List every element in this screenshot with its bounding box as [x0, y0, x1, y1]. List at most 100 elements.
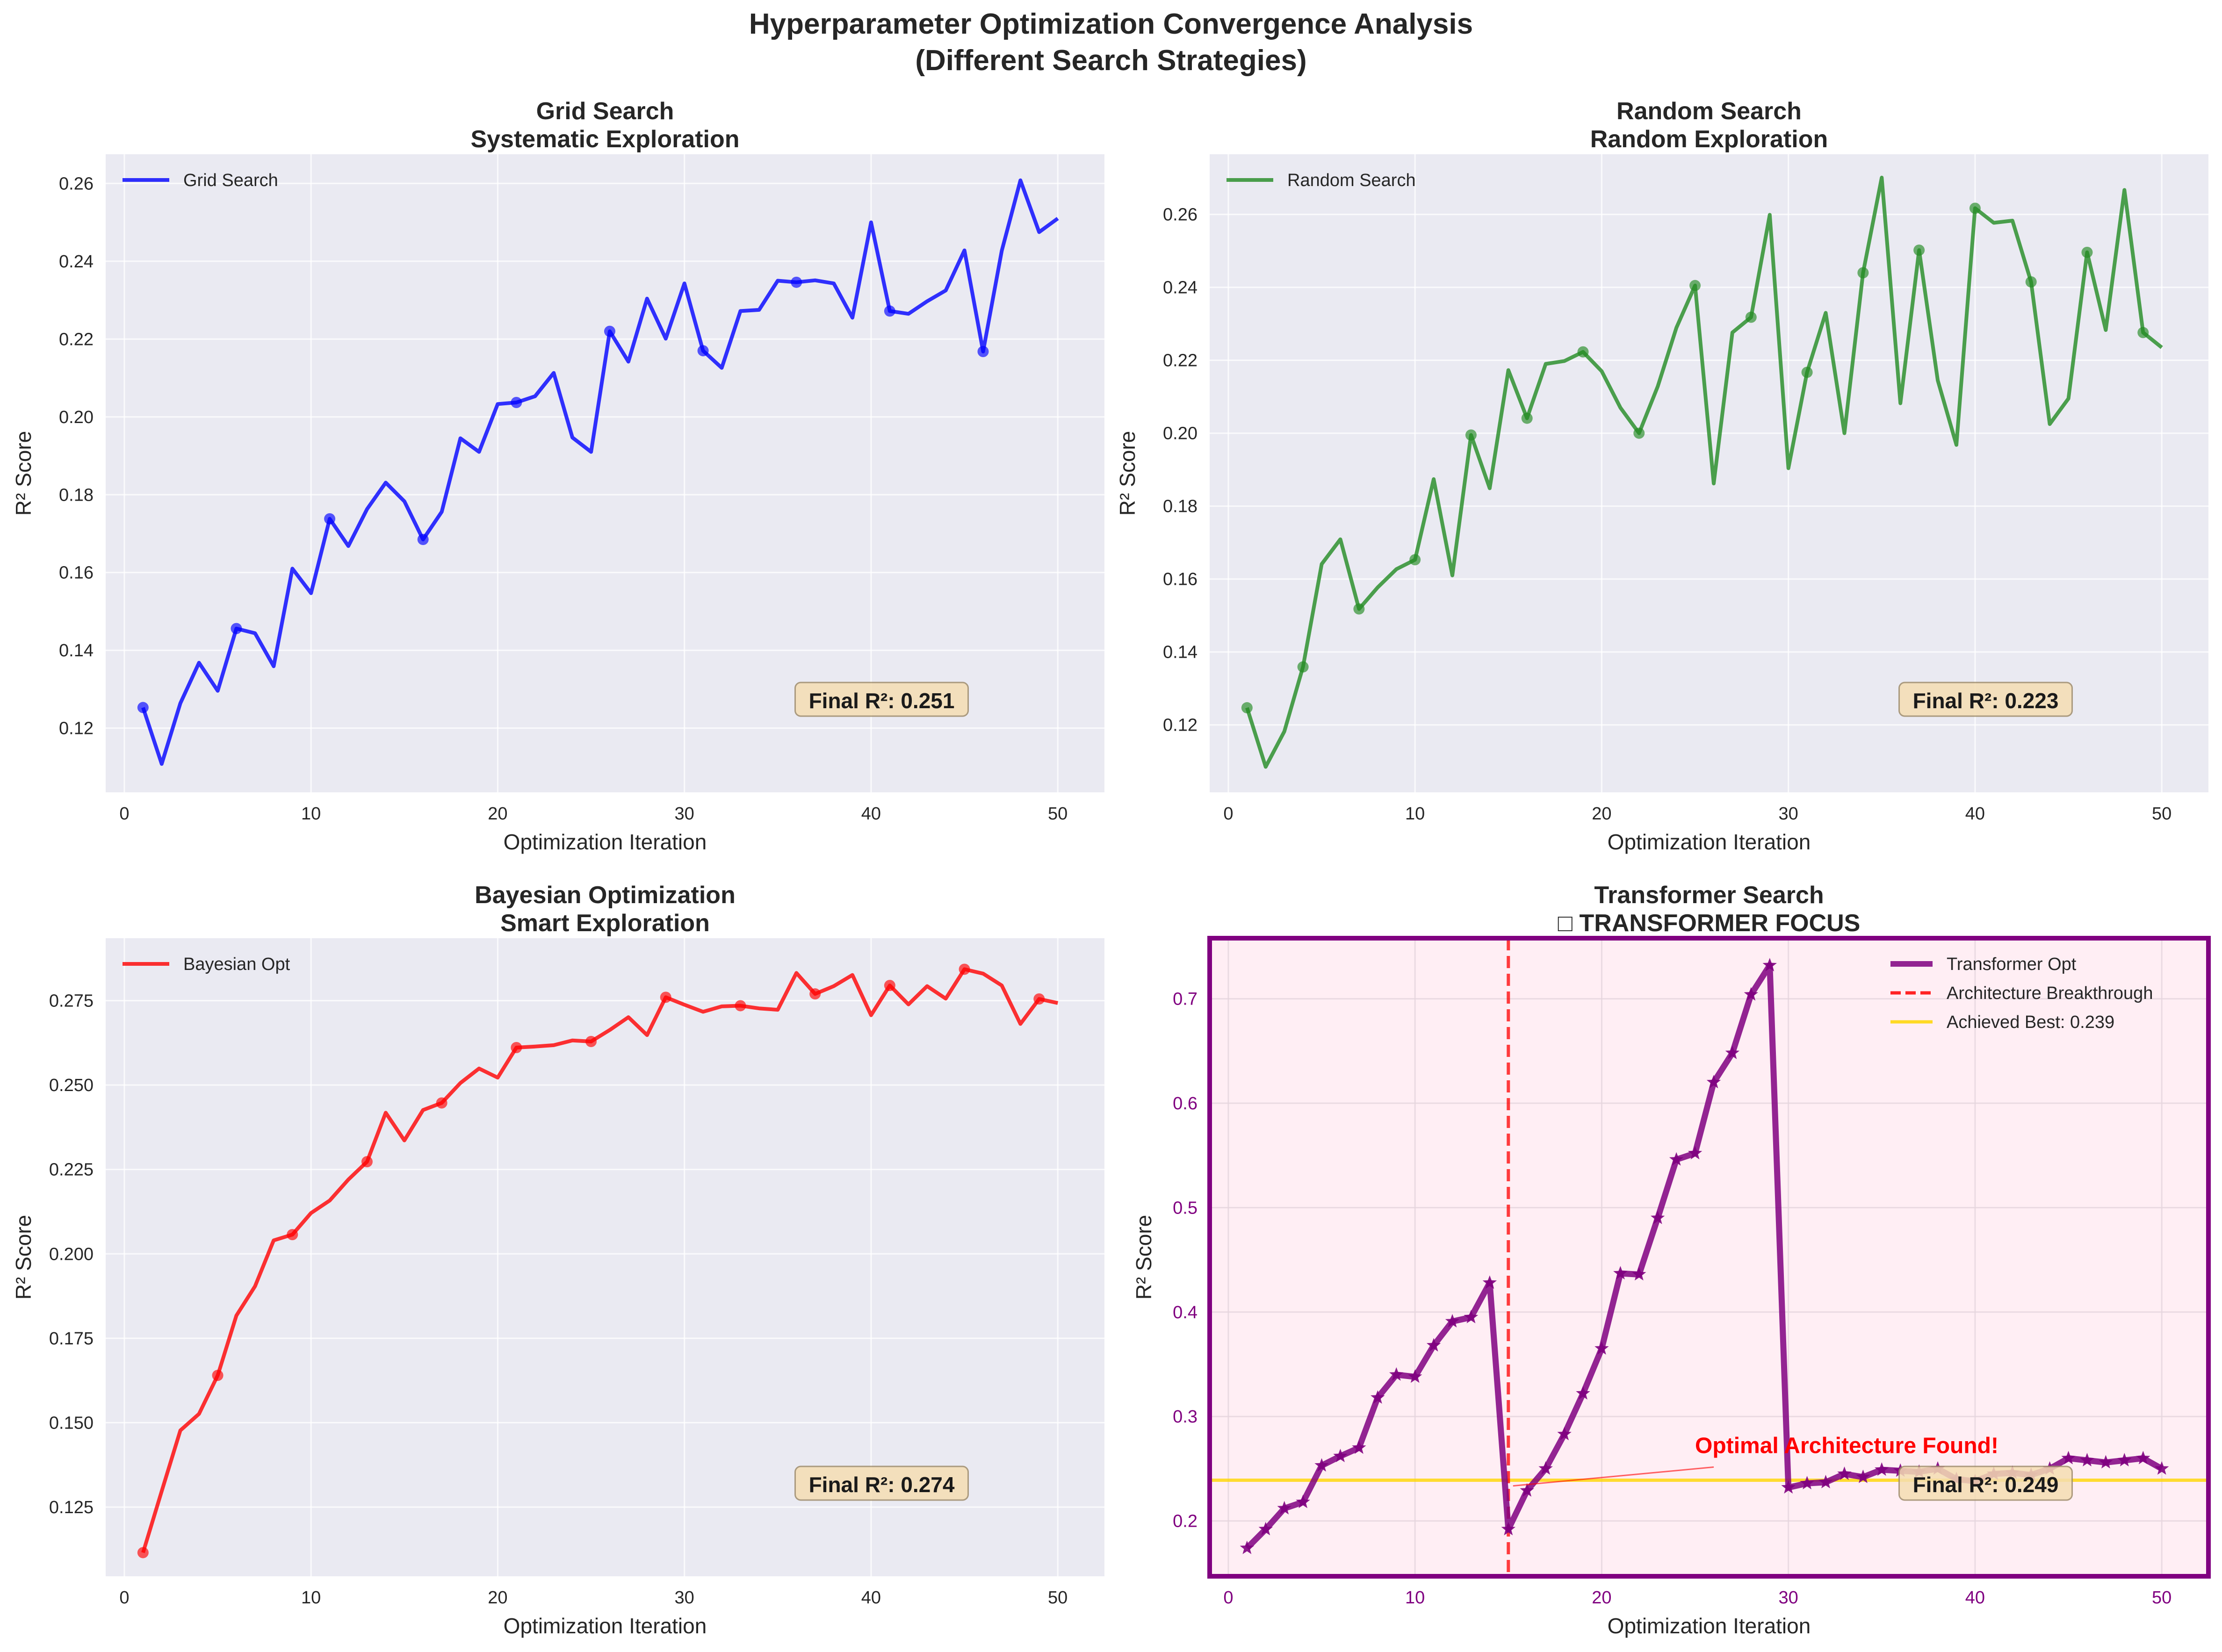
x-axis-label: Optimization Iteration — [1608, 830, 1811, 854]
data-point — [2081, 246, 2093, 258]
legend-label: Grid Search — [183, 171, 278, 190]
data-point — [1594, 1341, 1609, 1355]
data-point — [585, 1036, 597, 1047]
data-point — [1801, 366, 1813, 378]
data-point — [1875, 1462, 1889, 1476]
legend-label: Achieved Best: 0.239 — [1947, 1013, 2114, 1032]
y-tick-label: 0.4 — [1173, 1303, 1198, 1322]
x-tick-label: 10 — [1405, 804, 1425, 824]
x-tick-label: 30 — [1779, 1588, 1798, 1608]
data-point — [1314, 1458, 1329, 1472]
data-point — [1613, 1266, 1628, 1280]
data-point — [1633, 427, 1645, 439]
y-tick-label: 0.2 — [1173, 1512, 1198, 1531]
data-point — [231, 623, 242, 634]
data-point — [436, 1097, 447, 1109]
data-point — [1913, 244, 1925, 256]
y-axis-label: R² Score — [11, 1215, 36, 1300]
data-point — [1482, 1275, 1497, 1289]
data-point — [1744, 987, 1758, 1001]
legend-label: Bayesian Opt — [183, 955, 290, 974]
data-point — [1465, 429, 1477, 441]
data-point — [1632, 1267, 1646, 1281]
x-tick-label: 30 — [675, 1588, 694, 1608]
y-tick-label: 0.125 — [49, 1498, 94, 1517]
data-point — [1688, 1146, 1703, 1160]
data-point — [2099, 1455, 2113, 1469]
data-point — [511, 397, 522, 409]
y-tick-label: 0.22 — [59, 330, 94, 349]
legend-label: Random Search — [1287, 171, 1416, 190]
y-tick-label: 0.7 — [1173, 990, 1198, 1009]
final-score-box — [1898, 682, 2073, 717]
data-point — [1277, 1501, 1291, 1515]
x-tick-label: 30 — [1779, 804, 1798, 824]
data-point — [137, 1547, 149, 1559]
y-axis-label: R² Score — [1132, 1215, 1156, 1300]
data-point — [2117, 1453, 2132, 1466]
data-point — [417, 533, 429, 545]
y-tick-label: 0.26 — [1163, 205, 1198, 225]
data-point — [1353, 603, 1365, 615]
data-point — [1501, 1522, 1515, 1536]
panel-subtitle: Random Exploration — [1590, 126, 1828, 153]
data-point — [1240, 1540, 1255, 1554]
data-point — [1371, 1390, 1385, 1404]
series-line — [141, 178, 1059, 766]
data-point — [2080, 1453, 2094, 1466]
data-point — [212, 1370, 224, 1381]
data-point — [1762, 958, 1777, 971]
x-tick-label: 40 — [1965, 1588, 1985, 1608]
data-point — [1651, 1210, 1665, 1224]
data-point — [2025, 276, 2037, 287]
x-tick-label: 50 — [2152, 1588, 2172, 1608]
data-point — [1464, 1310, 1479, 1323]
data-point — [1856, 1469, 1870, 1483]
data-point — [1426, 1338, 1441, 1352]
data-point — [1538, 1461, 1553, 1475]
data-point — [1445, 1314, 1460, 1328]
data-point — [324, 513, 336, 524]
series-line — [1245, 175, 2163, 769]
data-point — [697, 345, 709, 357]
final-score-text: Final R²: 0.251 — [809, 689, 955, 713]
y-tick-label: 0.275 — [49, 991, 94, 1011]
x-tick-label: 30 — [675, 804, 694, 824]
y-tick-label: 0.22 — [1163, 351, 1198, 371]
data-point — [1241, 702, 1253, 714]
data-point — [1297, 661, 1309, 673]
x-tick-label: 20 — [1592, 1588, 1611, 1608]
panel-title: Random Search — [1616, 98, 1802, 125]
y-tick-label: 0.18 — [1163, 497, 1198, 517]
x-tick-label: 0 — [119, 1588, 129, 1608]
data-point — [1781, 1480, 1796, 1494]
x-tick-label: 40 — [861, 1588, 881, 1608]
final-score-text: Final R²: 0.223 — [1913, 689, 2059, 713]
x-tick-label: 50 — [1048, 1588, 1068, 1608]
data-point — [1333, 1449, 1348, 1462]
data-point — [2155, 1461, 2169, 1475]
data-point — [1352, 1440, 1366, 1454]
y-tick-label: 0.20 — [59, 408, 94, 427]
data-point — [1725, 1045, 1740, 1059]
data-point — [1296, 1494, 1310, 1508]
final-score-text: Final R²: 0.274 — [809, 1472, 955, 1497]
data-point — [2137, 327, 2149, 338]
data-point — [1577, 346, 1589, 358]
data-point — [1745, 311, 1757, 323]
y-tick-label: 0.24 — [59, 252, 94, 272]
y-tick-label: 0.24 — [1163, 278, 1198, 298]
y-axis-label: R² Score — [1115, 431, 1140, 516]
x-tick-label: 50 — [1048, 804, 1068, 824]
panel-title: Transformer Search — [1594, 882, 1824, 909]
final-score-box — [794, 1465, 969, 1501]
legend-label: Architecture Breakthrough — [1947, 984, 2153, 1003]
y-tick-label: 0.225 — [49, 1160, 94, 1180]
figure-title-line2: (Different Search Strategies) — [915, 44, 1306, 77]
data-point — [1389, 1367, 1404, 1381]
panel-subtitle: Systematic Exploration — [470, 126, 739, 153]
panel-border — [1207, 936, 2211, 1579]
